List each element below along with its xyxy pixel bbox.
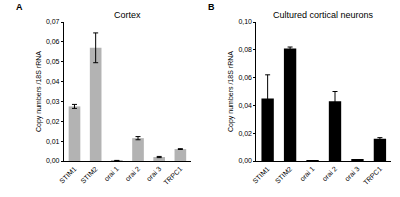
svg-text:0,06: 0,06: [238, 74, 252, 81]
svg-text:0,06: 0,06: [46, 38, 60, 45]
svg-text:0,02: 0,02: [238, 130, 252, 137]
svg-text:0,01: 0,01: [46, 138, 60, 145]
svg-text:0,04: 0,04: [238, 102, 252, 109]
svg-text:0,07: 0,07: [46, 18, 60, 25]
svg-text:Cortex: Cortex: [114, 10, 141, 20]
svg-text:0,00: 0,00: [46, 157, 60, 164]
svg-text:orai 1: orai 1: [103, 165, 120, 182]
svg-text:STIM1: STIM1: [251, 165, 271, 185]
svg-text:0,03: 0,03: [46, 98, 60, 105]
svg-text:0,10: 0,10: [238, 18, 252, 25]
svg-text:orai 3: orai 3: [343, 165, 360, 182]
svg-text:0,08: 0,08: [238, 46, 252, 53]
svg-text:STIM2: STIM2: [79, 165, 99, 185]
svg-text:orai 1: orai 1: [298, 165, 315, 182]
svg-text:0,05: 0,05: [46, 58, 60, 65]
svg-text:STIM2: STIM2: [274, 165, 294, 185]
svg-text:0,02: 0,02: [46, 118, 60, 125]
svg-text:B: B: [208, 2, 215, 12]
svg-text:orai 3: orai 3: [145, 165, 162, 182]
svg-text:TRPC1: TRPC1: [162, 165, 183, 186]
svg-text:Cultured cortical neurons: Cultured cortical neurons: [273, 10, 374, 20]
svg-text:TRPC1: TRPC1: [362, 165, 383, 186]
svg-text:Copy numbers /18S rRNA: Copy numbers /18S rRNA: [227, 51, 235, 132]
svg-text:STIM1: STIM1: [58, 165, 78, 185]
svg-text:0,04: 0,04: [46, 78, 60, 85]
svg-text:orai 2: orai 2: [124, 165, 141, 182]
svg-text:0,00: 0,00: [238, 157, 252, 164]
svg-text:Copy numbers /18S rRNA: Copy numbers /18S rRNA: [35, 51, 43, 132]
svg-text:A: A: [16, 2, 23, 12]
svg-text:orai 2: orai 2: [321, 165, 338, 182]
